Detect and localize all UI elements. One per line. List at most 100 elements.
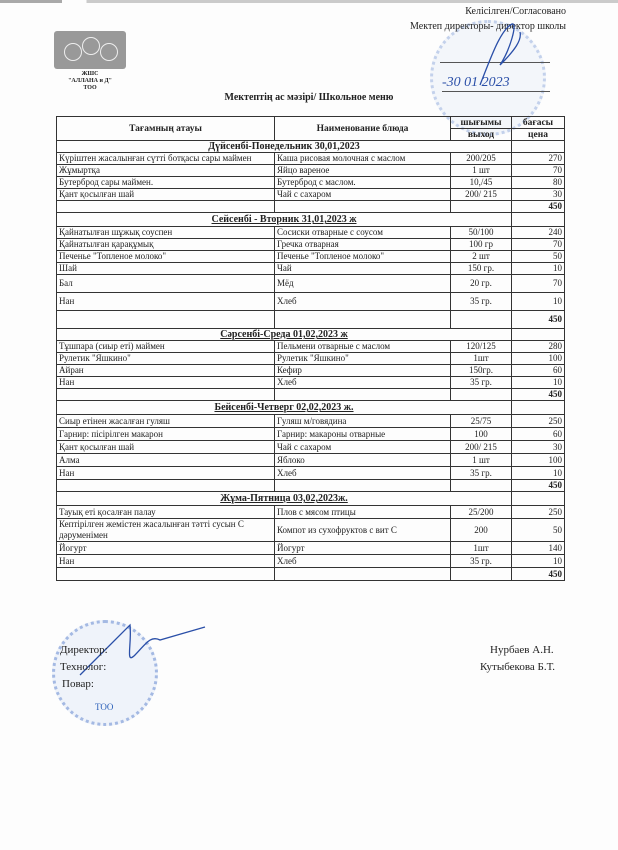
dish-name-ru: Хлеб bbox=[274, 376, 451, 389]
dish-name-kz: Нан bbox=[56, 292, 275, 311]
logo-line: "АЛЛАНА и Д" bbox=[68, 78, 112, 84]
dish-yield: 2 шт bbox=[450, 250, 512, 263]
dish-price: 100 bbox=[511, 453, 565, 467]
day-total: 450 bbox=[511, 567, 565, 581]
dish-yield: 1 шт bbox=[450, 453, 512, 467]
table-row: Бутерброд сары маймен. Бутерброд с маслом… bbox=[56, 176, 565, 189]
table-row: Шай Чай 150 гр. 10 bbox=[56, 262, 565, 275]
day-header-row: Жұма-Пятница 03,02,2023ж. bbox=[56, 491, 565, 506]
empty bbox=[274, 388, 451, 401]
director-name: Нурбаев А.Н. bbox=[490, 644, 554, 656]
day-header-row: Сәрсенбі-Среда 01,02,2023 ж bbox=[56, 328, 565, 341]
dish-price: 70 bbox=[511, 164, 565, 177]
dish-yield: 50/100 bbox=[450, 226, 512, 239]
table-row: Нан Хлеб 35 гр. 10 bbox=[56, 554, 565, 568]
dish-price: 30 bbox=[511, 188, 565, 201]
dish-name-ru: Печенье "Топленое молоко" bbox=[274, 250, 451, 263]
total-row: 450 bbox=[56, 200, 565, 213]
day-price-empty bbox=[511, 328, 565, 341]
page-title: Мектептің ас мәзірі/ Школьное меню bbox=[224, 92, 394, 103]
table-row: Нан Хлеб 35 гр. 10 bbox=[56, 376, 565, 389]
empty bbox=[56, 388, 275, 401]
day-total: 450 bbox=[511, 200, 565, 213]
day-price-empty bbox=[511, 140, 565, 153]
dish-name-ru: Кефир bbox=[274, 364, 451, 377]
dish-name-kz: Бал bbox=[56, 274, 275, 293]
dish-name-kz: Жұмыртқа bbox=[56, 164, 275, 177]
dish-yield: 150гр. bbox=[450, 364, 512, 377]
header-yield-kz: шығымы bbox=[450, 116, 512, 129]
day-total: 450 bbox=[511, 388, 565, 401]
approval-line-2: Мектеп директоры- директор школы bbox=[410, 21, 566, 32]
dish-yield: 10,/45 bbox=[450, 176, 512, 189]
table-row: Жұмыртқа Яйцо вареное 1 шт 70 bbox=[56, 164, 565, 177]
dish-name-kz: Тұшпара (сиыр еті) маймен bbox=[56, 340, 275, 353]
table-row: Рулетик "Яшкино" Рулетик "Яшкино" 1шт 100 bbox=[56, 352, 565, 365]
dish-name-kz: Рулетик "Яшкино" bbox=[56, 352, 275, 365]
dish-price: 240 bbox=[511, 226, 565, 239]
dish-name-kz: Қант қосылған шай bbox=[56, 188, 275, 201]
chefs-logo-image bbox=[54, 31, 126, 69]
logo-line: ЖШС bbox=[81, 71, 99, 77]
technologist-name: Кутыбекова Б.Т. bbox=[480, 661, 555, 673]
dish-price: 50 bbox=[511, 250, 565, 263]
dish-price: 10 bbox=[511, 292, 565, 311]
dish-price: 70 bbox=[511, 238, 565, 251]
dish-name-kz: Печенье "Топленое молоко" bbox=[56, 250, 275, 263]
approval-line-1: Келісілген/Согласовано bbox=[465, 6, 566, 17]
dish-name-ru: Рулетик "Яшкино" bbox=[274, 352, 451, 365]
dish-name-kz: Тауық еті қосалған палау bbox=[56, 505, 275, 519]
empty bbox=[450, 567, 512, 581]
dish-price: 70 bbox=[511, 274, 565, 293]
dish-yield: 1 шт bbox=[450, 164, 512, 177]
dish-name-kz: Қант қосылған шай bbox=[56, 440, 275, 454]
day-label: Сейсенбі - Вторник 31,01,2023 ж bbox=[211, 214, 357, 225]
day-label: Сәрсенбі-Среда 01,02,2023 ж bbox=[220, 329, 348, 340]
dish-name-ru: Хлеб bbox=[274, 554, 451, 568]
dish-name-kz: Айран bbox=[56, 364, 275, 377]
table-row: Гарнир: пісірілген макарон Гарнир: макаро… bbox=[56, 427, 565, 441]
dish-name-kz: Кептірілген жемістен жасалынған тәтті су… bbox=[56, 518, 275, 542]
empty bbox=[56, 567, 275, 581]
dish-yield: 20 гр. bbox=[450, 274, 512, 293]
day-label: Бейсенбі-Четверг 02,02,2023 ж. bbox=[214, 402, 354, 413]
dish-name-kz: Күріштен жасалынған сүтті ботқасы сары м… bbox=[56, 152, 275, 165]
day-price-empty bbox=[511, 491, 565, 506]
dish-price: 10 bbox=[511, 376, 565, 389]
dish-name-kz: Гарнир: пісірілген макарон bbox=[56, 427, 275, 441]
dish-yield: 200/ 215 bbox=[450, 188, 512, 201]
dish-yield: 35 гр. bbox=[450, 554, 512, 568]
dish-yield: 25/75 bbox=[450, 414, 512, 428]
table-row: Сиыр етінен жасалған гуляш Гуляш м/говяди… bbox=[56, 414, 565, 428]
day-label: Дүйсенбі-Понедельник 30,01,2023 bbox=[208, 141, 360, 152]
day-label: Жұма-Пятница 03,02,2023ж. bbox=[220, 493, 348, 504]
day-cell: Дүйсенбі-Понедельник 30,01,2023 bbox=[56, 140, 512, 153]
empty bbox=[450, 310, 512, 329]
approval-date: -30 01 2023 bbox=[442, 75, 550, 92]
empty bbox=[450, 479, 512, 492]
header-yield-ru: выход bbox=[450, 128, 512, 141]
empty bbox=[274, 479, 451, 492]
table-row: Бал Мёд 20 гр. 70 bbox=[56, 274, 565, 293]
table-row: Йогурт Йогурт 1шт 140 bbox=[56, 541, 565, 555]
logo-line: ТОО bbox=[83, 85, 97, 91]
table-row: Қайнатылған қарақұмық Гречка отварная 100 … bbox=[56, 238, 565, 251]
dish-name-kz: Алма bbox=[56, 453, 275, 467]
header-price-kz: бағасы bbox=[511, 116, 565, 129]
header-ru: Наименование блюда bbox=[274, 116, 451, 141]
day-cell: Сәрсенбі-Среда 01,02,2023 ж bbox=[56, 328, 512, 341]
dish-name-ru: Яблоко bbox=[274, 453, 451, 467]
dish-name-ru: Мёд bbox=[274, 274, 451, 293]
day-cell: Сейсенбі - Вторник 31,01,2023 ж bbox=[56, 212, 512, 227]
empty bbox=[450, 200, 512, 213]
table-row: Тұшпара (сиыр еті) маймен Пельмени отварн… bbox=[56, 340, 565, 353]
dish-name-kz: Қайнатылған қарақұмық bbox=[56, 238, 275, 251]
total-row: 450 bbox=[56, 567, 565, 581]
dish-name-kz: Шай bbox=[56, 262, 275, 275]
dish-price: 250 bbox=[511, 505, 565, 519]
empty bbox=[274, 200, 451, 213]
table-row: Нан Хлеб 35 гр. 10 bbox=[56, 292, 565, 311]
dish-name-ru: Каша рисовая молочная с маслом bbox=[274, 152, 451, 165]
table-row: Күріштен жасалынған сүтті ботқасы сары м… bbox=[56, 152, 565, 165]
dish-yield: 35 гр. bbox=[450, 376, 512, 389]
